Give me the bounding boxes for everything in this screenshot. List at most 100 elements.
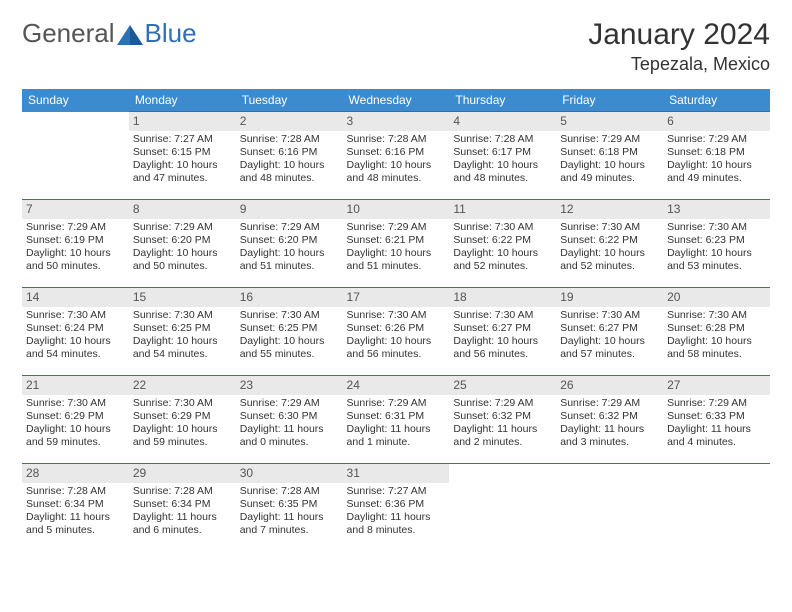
calendar-day-cell: 12Sunrise: 7:30 AMSunset: 6:22 PMDayligh…	[556, 200, 663, 288]
calendar-day-cell	[556, 464, 663, 552]
daylight-line: Daylight: 10 hours and 49 minutes.	[667, 159, 766, 185]
calendar-day-cell: 18Sunrise: 7:30 AMSunset: 6:27 PMDayligh…	[449, 288, 556, 376]
daylight-line: Daylight: 10 hours and 51 minutes.	[347, 247, 446, 273]
day-details: Sunrise: 7:30 AMSunset: 6:26 PMDaylight:…	[347, 309, 446, 362]
daylight-line: Daylight: 11 hours and 7 minutes.	[240, 511, 339, 537]
sunrise-line: Sunrise: 7:30 AM	[453, 309, 552, 322]
day-details: Sunrise: 7:30 AMSunset: 6:29 PMDaylight:…	[26, 397, 125, 450]
calendar-day-cell: 24Sunrise: 7:29 AMSunset: 6:31 PMDayligh…	[343, 376, 450, 464]
day-details: Sunrise: 7:29 AMSunset: 6:20 PMDaylight:…	[240, 221, 339, 274]
sunset-line: Sunset: 6:29 PM	[26, 410, 125, 423]
daylight-line: Daylight: 10 hours and 47 minutes.	[133, 159, 232, 185]
daylight-line: Daylight: 10 hours and 56 minutes.	[347, 335, 446, 361]
calendar-day-cell: 25Sunrise: 7:29 AMSunset: 6:32 PMDayligh…	[449, 376, 556, 464]
brand-text-2: Blue	[145, 18, 197, 49]
daylight-line: Daylight: 10 hours and 56 minutes.	[453, 335, 552, 361]
sunset-line: Sunset: 6:23 PM	[667, 234, 766, 247]
daylight-line: Daylight: 10 hours and 49 minutes.	[560, 159, 659, 185]
sunrise-line: Sunrise: 7:30 AM	[240, 309, 339, 322]
calendar-table: SundayMondayTuesdayWednesdayThursdayFrid…	[22, 89, 770, 552]
sunrise-line: Sunrise: 7:28 AM	[26, 485, 125, 498]
sunset-line: Sunset: 6:27 PM	[560, 322, 659, 335]
sunset-line: Sunset: 6:28 PM	[667, 322, 766, 335]
brand-text-1: General	[22, 18, 115, 49]
sunset-line: Sunset: 6:24 PM	[26, 322, 125, 335]
daylight-line: Daylight: 10 hours and 59 minutes.	[26, 423, 125, 449]
brand-logo: General Blue	[22, 18, 197, 49]
day-number: 11	[449, 200, 556, 219]
sunset-line: Sunset: 6:16 PM	[240, 146, 339, 159]
day-details: Sunrise: 7:27 AMSunset: 6:15 PMDaylight:…	[133, 133, 232, 186]
day-number: 5	[556, 112, 663, 131]
daylight-line: Daylight: 10 hours and 54 minutes.	[133, 335, 232, 361]
sunset-line: Sunset: 6:18 PM	[667, 146, 766, 159]
daylight-line: Daylight: 10 hours and 52 minutes.	[560, 247, 659, 273]
sunrise-line: Sunrise: 7:30 AM	[347, 309, 446, 322]
title-block: January 2024 Tepezala, Mexico	[588, 18, 770, 75]
day-details: Sunrise: 7:28 AMSunset: 6:34 PMDaylight:…	[133, 485, 232, 538]
sunrise-line: Sunrise: 7:28 AM	[240, 485, 339, 498]
weekday-header: Wednesday	[343, 89, 450, 112]
sunrise-line: Sunrise: 7:29 AM	[560, 133, 659, 146]
day-details: Sunrise: 7:29 AMSunset: 6:19 PMDaylight:…	[26, 221, 125, 274]
daylight-line: Daylight: 11 hours and 1 minute.	[347, 423, 446, 449]
sunrise-line: Sunrise: 7:29 AM	[26, 221, 125, 234]
day-number: 25	[449, 376, 556, 395]
calendar-week-row: 21Sunrise: 7:30 AMSunset: 6:29 PMDayligh…	[22, 376, 770, 464]
weekday-header: Thursday	[449, 89, 556, 112]
day-number: 23	[236, 376, 343, 395]
calendar-day-cell	[663, 464, 770, 552]
day-number: 26	[556, 376, 663, 395]
calendar-week-row: 28Sunrise: 7:28 AMSunset: 6:34 PMDayligh…	[22, 464, 770, 552]
daylight-line: Daylight: 11 hours and 3 minutes.	[560, 423, 659, 449]
daylight-line: Daylight: 10 hours and 54 minutes.	[26, 335, 125, 361]
calendar-day-cell: 3Sunrise: 7:28 AMSunset: 6:16 PMDaylight…	[343, 112, 450, 200]
daylight-line: Daylight: 11 hours and 4 minutes.	[667, 423, 766, 449]
day-details: Sunrise: 7:28 AMSunset: 6:16 PMDaylight:…	[347, 133, 446, 186]
calendar-day-cell: 28 Sunrise: 7:28 AMSunset: 6:34 PMDayligh…	[22, 464, 129, 552]
calendar-day-cell: 9Sunrise: 7:29 AMSunset: 6:20 PMDaylight…	[236, 200, 343, 288]
day-details: Sunrise: 7:27 AMSunset: 6:36 PMDaylight:…	[347, 485, 446, 538]
day-number: 28	[22, 464, 129, 483]
day-details: Sunrise: 7:30 AMSunset: 6:29 PMDaylight:…	[133, 397, 232, 450]
calendar-day-cell: 11Sunrise: 7:30 AMSunset: 6:22 PMDayligh…	[449, 200, 556, 288]
daylight-line: Daylight: 11 hours and 5 minutes.	[26, 511, 125, 537]
day-number: 24	[343, 376, 450, 395]
daylight-line: Daylight: 10 hours and 50 minutes.	[133, 247, 232, 273]
day-details: Sunrise: 7:28 AMSunset: 6:34 PMDaylight:…	[26, 485, 125, 538]
sunrise-line: Sunrise: 7:29 AM	[133, 221, 232, 234]
calendar-body: 1Sunrise: 7:27 AMSunset: 6:15 PMDaylight…	[22, 112, 770, 552]
calendar-day-cell: 31Sunrise: 7:27 AMSunset: 6:36 PMDayligh…	[343, 464, 450, 552]
sunset-line: Sunset: 6:15 PM	[133, 146, 232, 159]
sunrise-line: Sunrise: 7:29 AM	[240, 221, 339, 234]
day-number: 29	[129, 464, 236, 483]
daylight-line: Daylight: 10 hours and 55 minutes.	[240, 335, 339, 361]
sunset-line: Sunset: 6:29 PM	[133, 410, 232, 423]
day-details: Sunrise: 7:30 AMSunset: 6:27 PMDaylight:…	[560, 309, 659, 362]
calendar-day-cell: 21 Sunrise: 7:30 AMSunset: 6:29 PMDayligh…	[22, 376, 129, 464]
day-number: 6	[663, 112, 770, 131]
day-number: 17	[343, 288, 450, 307]
sunset-line: Sunset: 6:20 PM	[133, 234, 232, 247]
daylight-line: Daylight: 10 hours and 51 minutes.	[240, 247, 339, 273]
sunrise-line: Sunrise: 7:30 AM	[667, 309, 766, 322]
sunrise-line: Sunrise: 7:28 AM	[133, 485, 232, 498]
day-number: 21	[22, 376, 129, 395]
sunrise-line: Sunrise: 7:29 AM	[453, 397, 552, 410]
sunrise-line: Sunrise: 7:30 AM	[560, 309, 659, 322]
calendar-day-cell: 27Sunrise: 7:29 AMSunset: 6:33 PMDayligh…	[663, 376, 770, 464]
day-number: 27	[663, 376, 770, 395]
calendar-day-cell: 7Sunrise: 7:29 AMSunset: 6:19 PMDaylight…	[22, 200, 129, 288]
day-number: 13	[663, 200, 770, 219]
sunset-line: Sunset: 6:31 PM	[347, 410, 446, 423]
weekday-header: Saturday	[663, 89, 770, 112]
daylight-line: Daylight: 10 hours and 48 minutes.	[240, 159, 339, 185]
day-number: 16	[236, 288, 343, 307]
day-details: Sunrise: 7:30 AMSunset: 6:28 PMDaylight:…	[667, 309, 766, 362]
daylight-line: Daylight: 10 hours and 50 minutes.	[26, 247, 125, 273]
sunset-line: Sunset: 6:32 PM	[560, 410, 659, 423]
calendar-day-cell: 15Sunrise: 7:30 AMSunset: 6:25 PMDayligh…	[129, 288, 236, 376]
sunrise-line: Sunrise: 7:29 AM	[667, 133, 766, 146]
weekday-header: Sunday	[22, 89, 129, 112]
sunrise-line: Sunrise: 7:29 AM	[347, 221, 446, 234]
